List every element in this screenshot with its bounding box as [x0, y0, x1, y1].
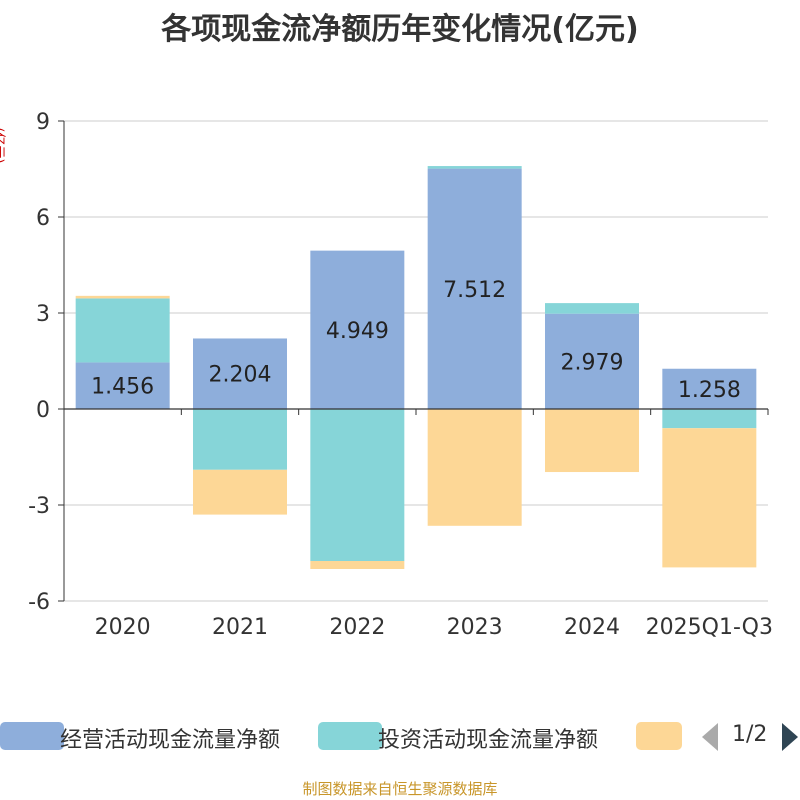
- bar-series2-2022: [310, 561, 405, 569]
- x-tick-label: 2021: [212, 615, 268, 640]
- x-tick-label: 2022: [329, 615, 385, 640]
- legend-swatch-financing: [636, 722, 682, 750]
- chart-canvas: 9 6 3 0 -3 -6 2020 2021 2022 2023 2024 2025Q1-Q3 1.…: [28, 110, 773, 640]
- legend-page-indicator: 1/2: [732, 722, 768, 747]
- data-label-2022: 4.949: [326, 319, 389, 344]
- bar-series0-2020: [75, 362, 170, 409]
- chevron-left-icon[interactable]: [702, 723, 718, 751]
- bar-series0-2022: [310, 250, 405, 409]
- data-label-2024: 2.979: [561, 350, 624, 375]
- bar-series1-2024: [545, 303, 639, 314]
- chevron-right-icon[interactable]: [782, 723, 798, 751]
- bar-series1-2022: [310, 409, 405, 561]
- data-label-2020: 1.456: [91, 375, 154, 400]
- bar-series1-2021: [193, 409, 287, 470]
- data-labels: 1.456 2.204 4.949 7.512 2.979 1.258: [91, 278, 741, 403]
- bar-series2-2021: [193, 469, 287, 515]
- legend-swatch-investing: [318, 722, 382, 750]
- data-label-2023: 7.512: [443, 278, 506, 303]
- y-tick-label: 9: [36, 110, 50, 135]
- y-tick-label: 6: [36, 206, 50, 231]
- bar-series1-2023: [427, 166, 522, 169]
- data-label-2025Q1-Q3: 1.258: [678, 378, 741, 403]
- bar-series0-2025Q1-Q3: [662, 368, 757, 409]
- bar-series0-2024: [545, 313, 639, 409]
- x-tick-label: 2025Q1-Q3: [646, 615, 773, 640]
- data-label-2021: 2.204: [209, 363, 272, 388]
- legend-pager: 1/2: [698, 720, 800, 754]
- grid-lines: [64, 120, 768, 602]
- bar-series1-2020: [75, 298, 170, 363]
- bar-series2-2020: [75, 295, 170, 299]
- y-tick-label: 3: [36, 302, 50, 327]
- legend-label-operating: 经营活动现金流量净额: [60, 728, 281, 753]
- source-note: 制图数据来自恒生聚源数据库: [302, 780, 498, 798]
- bar-series2-2025Q1-Q3: [662, 428, 757, 568]
- axes: 9 6 3 0 -3 -6 2020 2021 2022 2023 2024 2025Q1-Q3: [28, 110, 773, 640]
- y-tick-label: -6: [28, 590, 50, 615]
- x-tick-label: 2023: [447, 615, 503, 640]
- chart-title: 各项现金流净额历年变化情况(亿元): [161, 12, 639, 47]
- x-tick-label: 2024: [564, 615, 620, 640]
- bar-series0-2023: [427, 168, 522, 409]
- y-tick-label: -3: [28, 494, 50, 519]
- bar-series2-2023: [427, 409, 522, 526]
- y-tick-label: 0: [36, 398, 50, 423]
- bar-series0-2021: [193, 338, 287, 409]
- bar-series1-2025Q1-Q3: [662, 409, 757, 429]
- legend-label-investing: 投资活动现金流量净额: [378, 728, 599, 753]
- legend: 经营活动现金流量净额 投资活动现金流量净额 1/2: [0, 716, 800, 756]
- bars: [75, 166, 757, 569]
- x-tick-label: 2020: [95, 615, 151, 640]
- legend-swatch-operating: [0, 722, 64, 750]
- bar-series2-2024: [545, 409, 639, 473]
